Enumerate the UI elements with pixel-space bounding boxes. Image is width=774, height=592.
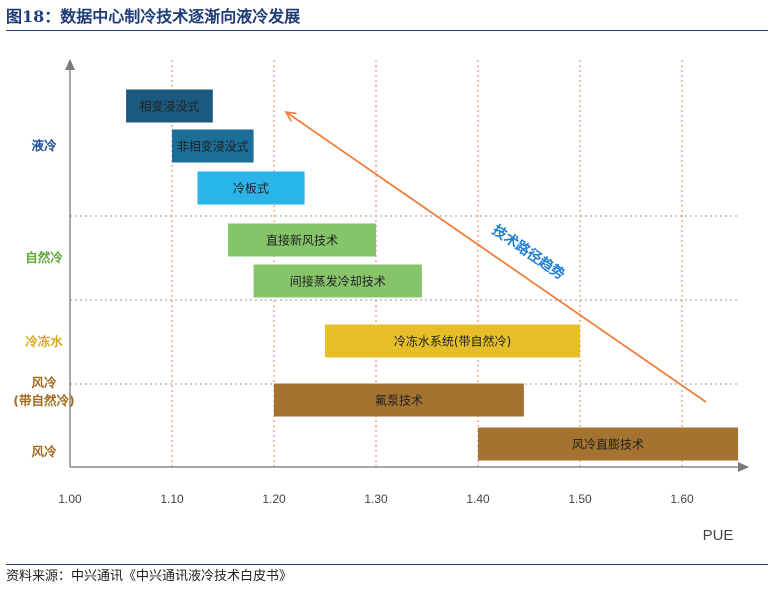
x-axis-title: PUE (703, 527, 734, 544)
x-tick-label: 1.50 (568, 492, 592, 506)
bar-label: 相变浸没式 (139, 99, 199, 114)
bar-4 (228, 223, 376, 257)
category-label: 风冷 (31, 444, 57, 459)
bar-label: 间接蒸发冷却技术 (290, 274, 386, 289)
category-label: 风冷 (31, 375, 57, 390)
bar-2 (172, 129, 254, 163)
trend-arrow (286, 112, 707, 403)
bar-7 (274, 383, 524, 417)
category-label: 自然冷 (25, 250, 63, 265)
bar-1 (126, 89, 213, 123)
bar-8 (478, 427, 739, 461)
figure-source: 资料来源：中兴通讯《中兴通讯液冷技术白皮书》 (6, 564, 768, 589)
bar-label: 风冷直膨技术 (572, 438, 644, 452)
category-label: 液冷 (31, 138, 57, 153)
x-tick-label: 1.30 (364, 492, 388, 506)
bar-label: 冷冻水系统(带自然冷) (394, 334, 511, 349)
bar-label: 直接新风技术 (266, 233, 338, 248)
x-tick-label: 1.60 (670, 492, 694, 506)
bar-label: 氟泵技术 (375, 394, 423, 408)
x-tick-label: 1.00 (58, 492, 82, 506)
category-label: 冷冻水 (25, 334, 63, 349)
x-tick-label: 1.20 (262, 492, 286, 506)
figure-title: 图18：数据中心制冷技术逐渐向液冷发展 (6, 4, 768, 31)
x-tick-label: 1.10 (160, 492, 184, 506)
bar-3 (197, 171, 305, 205)
trend-label: 技术路径趋势 (489, 221, 568, 283)
category-label: (带自然冷) (13, 393, 74, 408)
x-tick-label: 1.40 (466, 492, 490, 506)
bar-label: 冷板式 (233, 182, 269, 196)
bar-6 (325, 324, 580, 358)
bar-label: 非相变浸没式 (177, 139, 249, 154)
bar-5 (253, 264, 422, 298)
